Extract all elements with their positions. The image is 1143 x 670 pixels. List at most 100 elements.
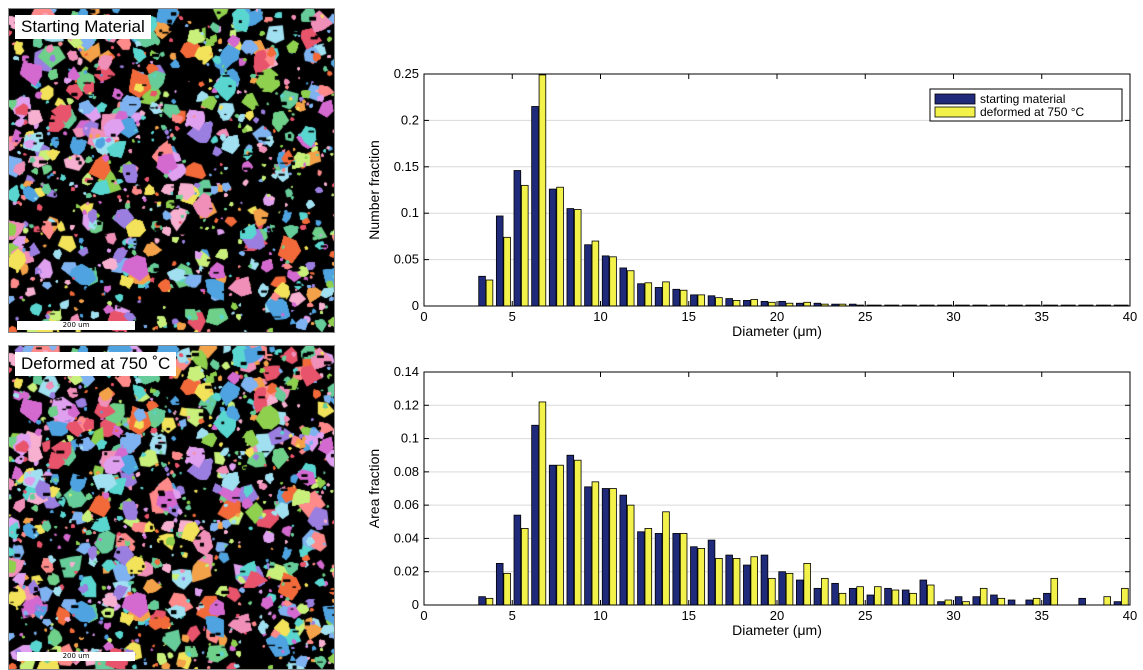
number-fraction-ytick-label: 0.2 <box>401 112 419 127</box>
area-fraction-ytick-label: 0.1 <box>401 431 419 446</box>
number-fraction-bar-starting <box>637 283 645 307</box>
number-fraction-bar-deformed <box>626 270 635 307</box>
number-fraction-bar-deformed <box>803 301 811 307</box>
area-fraction-bar-deformed <box>1103 596 1111 606</box>
area-fraction-bar-deformed <box>821 577 829 606</box>
area-fraction-bar-starting <box>813 587 822 606</box>
number-fraction-xtick-label: 10 <box>593 309 607 324</box>
number-fraction-bar-deformed <box>732 300 741 307</box>
area-fraction-ytick-label: 0.14 <box>394 364 419 379</box>
number-fraction-bar-deformed <box>591 240 600 307</box>
area-fraction-bar-deformed <box>732 557 741 606</box>
area-fraction-bar-starting <box>1025 599 1033 606</box>
area-fraction-bar-starting <box>707 539 716 606</box>
area-fraction-bar-starting <box>619 494 628 606</box>
number-fraction-bar-starting <box>601 255 610 307</box>
number-fraction-bar-starting <box>584 244 592 307</box>
area-fraction-ytick-label: 0.02 <box>394 564 419 579</box>
area-fraction-bar-deformed <box>1050 577 1059 606</box>
number-fraction-bar-starting <box>707 295 716 307</box>
area-fraction-xtick-label: 40 <box>1123 608 1137 623</box>
area-fraction-bar-deformed <box>644 528 653 606</box>
area-fraction-x-axis-label: Diameter (μm) <box>732 622 822 638</box>
area-fraction-bar-starting <box>760 554 769 606</box>
area-fraction-bar-starting <box>1078 597 1086 606</box>
area-fraction-bar-deformed <box>503 572 511 606</box>
number-fraction-y-axis-label: Number fraction <box>366 140 382 240</box>
area-fraction-bar-deformed <box>750 556 758 606</box>
area-fraction-ytick-label: 0 <box>412 597 419 612</box>
number-fraction-bar-deformed <box>750 299 758 307</box>
number-fraction-legend-label-starting: starting material <box>980 92 1065 106</box>
area-fraction-ytick-label: 0.08 <box>394 464 419 479</box>
scale-bar-deformed: 200 um <box>17 652 135 661</box>
number-fraction-xtick-label: 0 <box>420 309 427 324</box>
area-fraction-bar-starting <box>901 589 910 606</box>
area-fraction-bar-starting <box>1043 592 1051 606</box>
area-fraction-ytick-label: 0.04 <box>394 530 419 545</box>
area-fraction-xtick-label: 35 <box>1035 608 1049 623</box>
area-fraction-bar-deformed <box>926 584 935 606</box>
number-fraction-bar-deformed <box>521 184 529 307</box>
map-label-deformed: Deformed at 750 ˚C <box>15 352 177 376</box>
number-fraction-bar-deformed <box>697 294 706 307</box>
number-fraction-bar-starting <box>619 267 628 307</box>
number-fraction-bar-deformed <box>644 282 653 307</box>
area-fraction-bar-starting <box>513 514 522 606</box>
number-fraction-xtick-label: 35 <box>1035 309 1049 324</box>
number-fraction-ytick-label: 0.05 <box>394 252 419 267</box>
area-fraction-xtick-label: 15 <box>682 608 696 623</box>
area-fraction-bar-deformed <box>909 592 917 606</box>
area-fraction-bar-starting <box>778 571 786 606</box>
area-fraction-bar-starting <box>796 579 804 606</box>
area-fraction-bar-deformed <box>485 597 494 606</box>
area-fraction-xtick-label: 0 <box>420 608 427 623</box>
area-fraction-bar-deformed <box>803 562 811 606</box>
area-fraction-xtick-label: 25 <box>858 608 872 623</box>
area-fraction-bar-starting <box>601 488 610 606</box>
number-fraction-bar-starting <box>690 294 698 307</box>
area-fraction-bar-deformed <box>979 587 988 606</box>
area-fraction-bar-deformed <box>838 592 847 606</box>
area-fraction-bar-starting <box>866 594 875 606</box>
area-fraction-bar-starting <box>548 464 557 606</box>
area-fraction-bar-deformed <box>626 504 635 606</box>
area-fraction-bar-deformed <box>1121 587 1129 606</box>
number-fraction-xtick-label: 25 <box>858 309 872 324</box>
ebsd-map-deformed-image <box>9 346 334 669</box>
number-fraction-ytick-label: 0.25 <box>394 66 419 81</box>
area-fraction-xtick-label: 30 <box>946 608 960 623</box>
area-fraction-ytick-label: 0.12 <box>394 397 419 412</box>
number-fraction-xtick-label: 20 <box>770 309 784 324</box>
area-fraction-bar-starting <box>972 596 981 606</box>
area-fraction-bar-deformed <box>856 586 864 606</box>
map-label-starting: Starting Material <box>15 15 151 39</box>
number-fraction-bar-starting <box>778 300 786 307</box>
number-fraction-bar-deformed <box>768 301 776 307</box>
area-fraction-bar-starting <box>478 596 486 606</box>
number-fraction-x-axis-label: Diameter (μm) <box>732 323 822 339</box>
area-fraction-bar-starting <box>919 579 928 606</box>
area-fraction-bar-starting <box>1007 599 1016 606</box>
number-fraction-bar-deformed <box>503 236 511 307</box>
number-fraction-bar-starting <box>725 298 733 307</box>
area-fraction-bar-deformed <box>538 401 547 606</box>
area-fraction-plot-frame <box>423 371 1131 606</box>
area-fraction-bar-starting <box>690 546 698 606</box>
number-fraction-legend-label-deformed: deformed at 750 °C <box>980 105 1085 119</box>
area-fraction-xtick-label: 10 <box>593 608 607 623</box>
area-fraction-bar-deformed <box>768 577 776 606</box>
area-fraction-bar-starting <box>990 594 998 606</box>
number-fraction-ytick-label: 0.1 <box>401 205 419 220</box>
area-fraction-chart: 0 5 10 15 20 25 30 35 40 0 0.02 0.04 0.06 0.08 0.1 0.12… <box>366 364 1137 638</box>
area-fraction-ytick-label: 0.06 <box>394 497 419 512</box>
area-fraction-bar-deformed <box>679 533 688 606</box>
area-fraction-bar-deformed <box>891 589 900 606</box>
number-fraction-xtick-label: 30 <box>946 309 960 324</box>
area-fraction-bar-starting <box>954 596 963 606</box>
number-fraction-bar-deformed <box>679 289 688 307</box>
area-fraction-bar-starting <box>848 587 857 606</box>
area-fraction-bar-deformed <box>521 528 529 606</box>
number-fraction-xtick-label: 5 <box>509 309 516 324</box>
number-fraction-ytick-label: 0.15 <box>394 159 419 174</box>
